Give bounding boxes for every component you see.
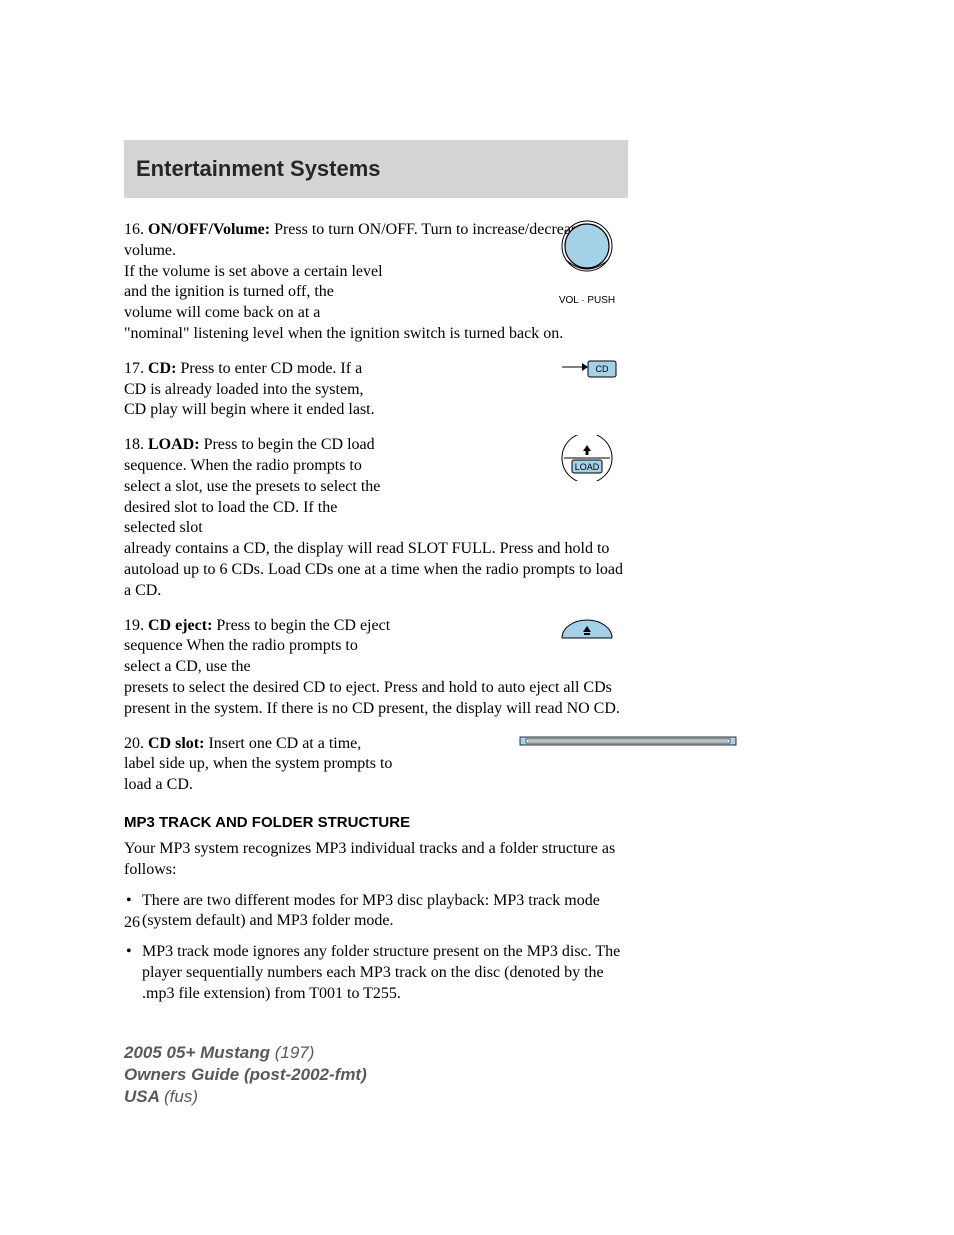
- list-item: MP3 track mode ignores any folder struct…: [142, 942, 628, 1004]
- cd-button-icon: CD: [542, 359, 632, 394]
- page-footer: 2005 05+ Mustang (197) Owners Guide (pos…: [124, 1042, 367, 1108]
- item-19-text2: presets to select the desired CD to ejec…: [124, 678, 628, 720]
- footer-line-3: USA (fus): [124, 1086, 367, 1108]
- item-20: 20. CD slot: Insert one CD at a time, la…: [124, 734, 628, 796]
- item-17: CD 17. CD: Press to enter CD mode. If a …: [124, 359, 628, 421]
- item-18: LOAD 18. LOAD: Press to begin the CD loa…: [124, 435, 628, 601]
- svg-text:CD: CD: [596, 364, 609, 374]
- svg-text:LOAD: LOAD: [575, 462, 600, 472]
- item-20-text: 20. CD slot: Insert one CD at a time, la…: [124, 734, 394, 796]
- bullet-list: There are two different modes for MP3 di…: [124, 891, 628, 1005]
- section-heading: MP3 TRACK AND FOLDER STRUCTURE: [124, 814, 628, 831]
- item-17-text: 17. CD: Press to enter CD mode. If a CD …: [124, 359, 384, 421]
- section-intro: Your MP3 system recognizes MP3 individua…: [124, 839, 628, 881]
- item-18-text: 18. LOAD: Press to begin the CD load seq…: [124, 435, 384, 539]
- item-19-text: 19. CD eject: Press to begin the CD ejec…: [124, 616, 394, 678]
- footer-line-2: Owners Guide (post-2002-fmt): [124, 1064, 367, 1086]
- eject-button-icon: [542, 616, 632, 651]
- page-number: 26: [124, 914, 140, 932]
- volume-label: VOL · PUSH: [542, 295, 632, 306]
- page-header: Entertainment Systems: [124, 140, 628, 198]
- volume-knob-icon: VOL · PUSH: [542, 220, 632, 306]
- item-16-text3: "nominal" listening level when the ignit…: [124, 324, 628, 345]
- cd-slot-icon: [518, 734, 738, 755]
- item-19: 19. CD eject: Press to begin the CD ejec…: [124, 616, 628, 720]
- load-button-icon: LOAD: [542, 435, 632, 486]
- page-title: Entertainment Systems: [136, 156, 381, 182]
- list-item: There are two different modes for MP3 di…: [142, 891, 628, 933]
- item-16-text2: If the volume is set above a certain lev…: [124, 262, 384, 324]
- item-16: VOL · PUSH 16. ON/OFF/Volume: Press to t…: [124, 220, 628, 345]
- page-content: VOL · PUSH 16. ON/OFF/Volume: Press to t…: [124, 220, 628, 1015]
- item-18-text2: already contains a CD, the display will …: [124, 539, 628, 601]
- footer-line-1: 2005 05+ Mustang (197): [124, 1042, 367, 1064]
